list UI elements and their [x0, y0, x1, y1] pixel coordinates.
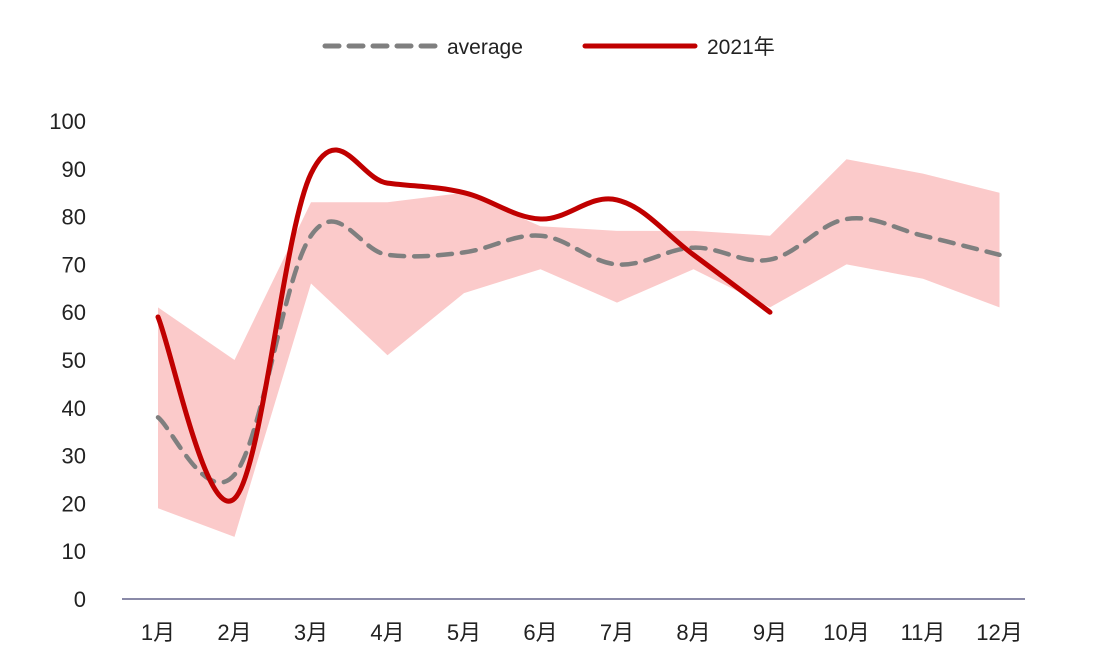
series-line-2021	[155, 147, 773, 504]
y-tick-label: 90	[62, 157, 86, 182]
x-tick-label: 5月	[447, 620, 481, 645]
legend-item-2021: 2021年	[582, 36, 775, 59]
y-tick-label: 10	[62, 539, 86, 564]
x-tick-label: 1月	[141, 620, 175, 645]
x-tick-label: 11月	[901, 620, 946, 645]
legend-label: 2021年	[707, 36, 775, 59]
y-tick-label: 20	[62, 491, 86, 516]
range-band-layer	[158, 159, 1000, 537]
y-tick-label: 50	[62, 348, 86, 373]
x-tick-label: 12月	[976, 620, 1022, 645]
range-band	[158, 159, 1000, 537]
x-tick-label: 2月	[217, 620, 251, 645]
legend-label: average	[447, 36, 523, 59]
y-tick-label: 0	[74, 587, 86, 612]
legend: average 2021年	[322, 36, 775, 59]
y-tick-label: 40	[62, 396, 86, 421]
y-tick-label: 100	[49, 109, 86, 134]
x-tick-label: 4月	[370, 620, 404, 645]
y-tick-label: 70	[62, 252, 86, 277]
series-layer	[155, 147, 1002, 504]
axis-layer: 0 10 20 30 40 50 60 70 80 90 100 1月 2月 3月 4月 5月 6月 7月 8月 9月…	[49, 109, 1025, 645]
x-tick-label: 10月	[823, 620, 869, 645]
x-tick-label: 7月	[600, 620, 634, 645]
y-tick-label: 30	[62, 444, 86, 469]
x-tick-label: 9月	[753, 620, 787, 645]
y-tick-label: 80	[62, 205, 86, 230]
x-tick-label: 3月	[294, 620, 328, 645]
y-tick-label: 60	[62, 300, 86, 325]
x-tick-label: 6月	[523, 620, 557, 645]
x-tick-label: 8月	[676, 620, 710, 645]
legend-item-average: average	[322, 36, 523, 59]
